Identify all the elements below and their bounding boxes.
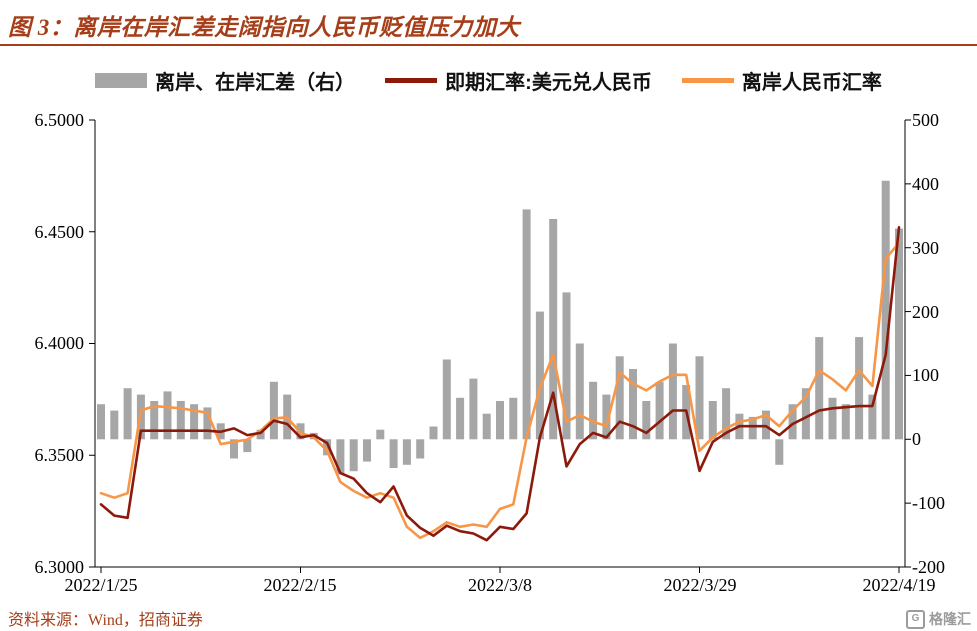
chart-legend: 离岸、在岸汇差（右） 即期汇率:美元兑人民币 离岸人民币汇率 [0,64,977,96]
y-left-tick-0: 6.5000 [34,110,85,130]
x-tick-0: 2022/1/25 [64,575,138,595]
spread-bars [97,180,903,475]
title-divider [0,44,977,46]
y-right-tick-6: -100 [912,493,945,513]
cnh-rate-line [99,241,901,540]
y-right-tick-7: -200 [912,557,945,577]
y-right-tick-3: 200 [912,302,939,322]
gelonghui-logo-icon: G [906,609,925,629]
legend-item-cnh-rate: 离岸人民币汇率 [681,66,882,95]
spot-rate-line [99,226,901,542]
y-left-tick-3: 6.3500 [34,445,85,465]
legend-label-cnh-rate: 离岸人民币汇率 [741,71,882,94]
source-note: 资料来源：Wind，招商证券 [8,612,203,629]
x-tick-1: 2022/2/15 [263,575,337,595]
y-right-tick-2: 300 [912,238,939,258]
x-tick-4: 2022/4/19 [862,575,936,595]
y-left-tick-1: 6.4500 [34,222,85,242]
y-left-tick-2: 6.4000 [34,333,85,353]
cnh-line-swatch-icon [681,77,734,83]
axes [89,119,911,573]
spread-bar-swatch-icon [95,72,148,88]
gelonghui-logo-text: 格隆汇 [929,611,971,627]
spot-line-swatch-icon [385,77,438,83]
x-tick-2: 2022/3/8 [467,575,533,595]
y-right-tick-5: 0 [912,429,921,449]
y-right-tick-1: 400 [912,174,939,194]
y-left-tick-4: 6.3000 [34,557,85,577]
x-tick-3: 2022/3/29 [663,575,737,595]
legend-item-spot-rate: 即期汇率:美元兑人民币 [385,66,652,95]
y-right-tick-0: 500 [912,110,939,130]
figure-title: 图 3：离岸在岸汇差走阔指向人民币贬值压力加大 [8,15,520,40]
legend-label-spread: 离岸、在岸汇差（右） [155,71,356,94]
gelonghui-logo: G 格隆汇 [906,609,971,629]
legend-item-spread: 离岸、在岸汇差（右） [95,66,355,95]
y-right-tick-4: 100 [912,365,939,385]
legend-label-spot-rate: 即期汇率:美元兑人民币 [445,71,652,94]
